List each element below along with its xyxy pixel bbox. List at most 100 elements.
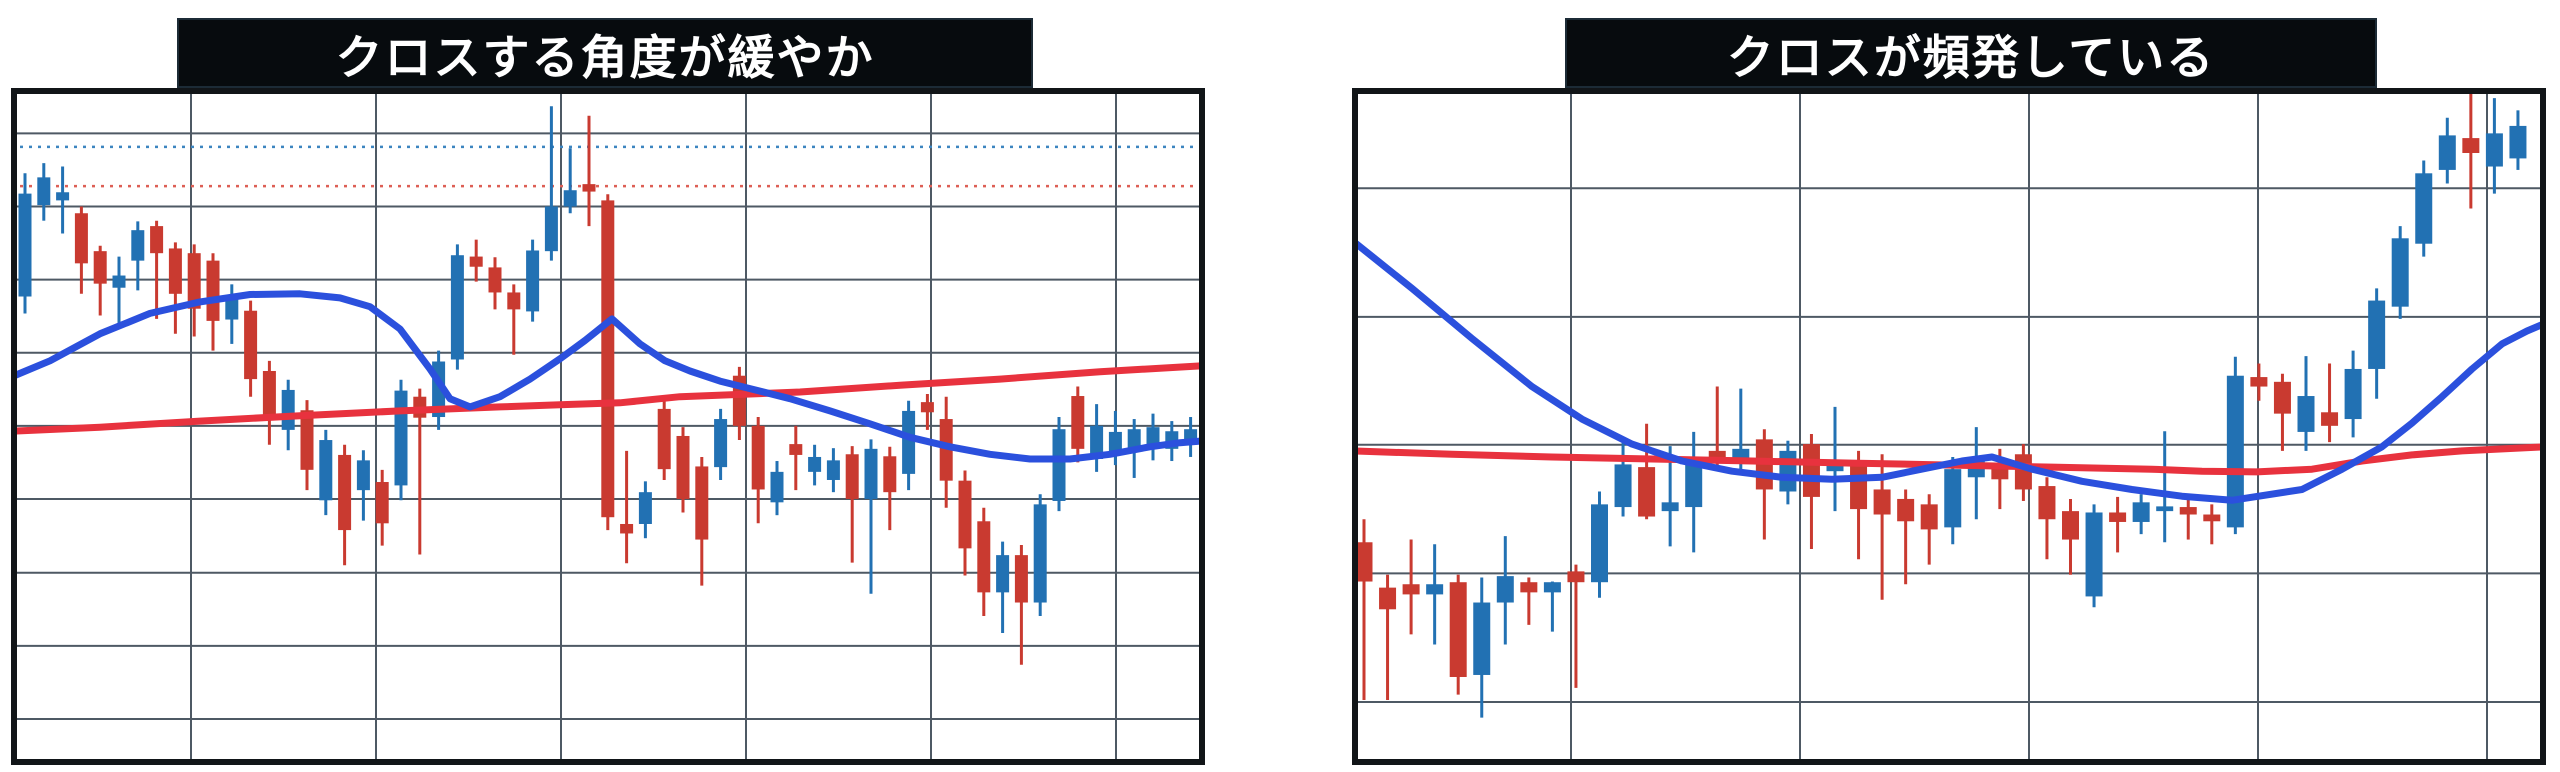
candle-body — [789, 444, 803, 455]
candle-up — [1473, 577, 1491, 718]
candle-body — [187, 253, 201, 309]
candle-up — [1052, 417, 1066, 512]
candle-down — [695, 456, 709, 586]
candle-body — [563, 190, 577, 207]
candle-up — [2415, 160, 2433, 257]
candle-body — [902, 410, 916, 474]
candle-body — [808, 456, 822, 472]
candle-down — [1567, 564, 1585, 688]
candle-up — [112, 256, 126, 330]
candle-up — [714, 408, 728, 480]
candle-down — [2203, 504, 2221, 545]
candle-down — [1897, 489, 1915, 585]
candle-up — [1146, 413, 1160, 461]
candle-up — [2368, 288, 2386, 399]
candle-body — [2321, 412, 2339, 426]
candlestick-panel-right — [1352, 88, 2546, 765]
candle-body — [638, 492, 652, 524]
candle-body — [996, 555, 1010, 593]
candle-body — [2156, 506, 2174, 512]
candle-up — [1033, 494, 1047, 617]
candle-body — [2132, 502, 2150, 522]
candle-body — [695, 466, 709, 540]
candle-body — [601, 200, 615, 518]
candle-body — [244, 310, 258, 380]
candle-body — [2062, 511, 2079, 540]
title-badge-left: クロスする角度が緩やか — [177, 18, 1033, 88]
candle-up — [1685, 431, 1703, 553]
candle-up — [1496, 536, 1514, 645]
chart-title-right: クロスが頻発している — [1726, 30, 2216, 84]
candle-up — [450, 244, 464, 370]
candle-body — [1897, 498, 1915, 522]
candle-down — [1355, 519, 1373, 701]
candlestick-chart-right — [1352, 88, 2546, 765]
candle-down — [1071, 386, 1085, 463]
candle-body — [112, 275, 126, 288]
candle-up — [1426, 544, 1444, 645]
candle-body — [2250, 377, 2268, 387]
candle-up — [131, 221, 145, 291]
candle-up — [37, 163, 51, 221]
candle-body — [864, 448, 878, 499]
candle-body — [2344, 368, 2362, 420]
candle-down — [958, 470, 972, 576]
candle-down — [1520, 577, 1538, 625]
candle-down — [262, 360, 276, 445]
candle-body — [1850, 461, 1868, 510]
candle-down — [74, 206, 88, 294]
candle-up — [1826, 406, 1844, 512]
candle-down — [2321, 363, 2339, 443]
candle-body — [2509, 125, 2527, 159]
candle-body — [1944, 469, 1962, 528]
candle-up — [2485, 98, 2503, 194]
candle-body — [958, 480, 972, 549]
candle-down — [187, 244, 201, 337]
candle-up — [1614, 439, 1632, 517]
candle-up — [1944, 456, 1962, 545]
candle-up — [638, 481, 652, 539]
candle-body — [1661, 502, 1679, 512]
candle-body — [150, 226, 164, 254]
candle-down — [244, 300, 258, 397]
candle-body — [2415, 173, 2433, 244]
candle-body — [131, 230, 145, 261]
candle-down — [150, 220, 164, 319]
candle-body — [507, 292, 521, 310]
candle-up — [2344, 350, 2362, 438]
candle-down — [1402, 539, 1420, 635]
candle-body — [770, 471, 784, 503]
candle-down — [676, 427, 690, 513]
candle-up — [356, 450, 370, 521]
candle-body — [2085, 512, 2103, 597]
candle-body — [939, 419, 953, 481]
candle-up — [2391, 226, 2409, 319]
candle-down — [488, 257, 502, 310]
candle-body — [2273, 381, 2291, 414]
candle-body — [1426, 584, 1444, 595]
candle-body — [1873, 489, 1891, 515]
candle-body — [450, 255, 464, 360]
candle-up — [2156, 431, 2174, 543]
candle-body — [2179, 507, 2197, 515]
candle-body — [300, 410, 314, 470]
candle-body — [620, 523, 634, 534]
candle-body — [1567, 571, 1585, 583]
candle-body — [2438, 135, 2456, 170]
candle-body — [1496, 576, 1514, 603]
candle-body — [676, 435, 690, 499]
candle-down — [2250, 363, 2268, 401]
candle-body — [93, 251, 107, 284]
candle-body — [714, 419, 728, 468]
candle-body — [1033, 504, 1047, 603]
candle-body — [469, 256, 483, 267]
candle-body — [1127, 429, 1141, 451]
candle-up — [526, 239, 540, 322]
candle-body — [883, 456, 897, 493]
candle-up — [1591, 491, 1608, 598]
candle-down — [883, 446, 897, 531]
candle-up — [902, 400, 916, 491]
candle-body — [751, 425, 765, 490]
candle-down — [507, 284, 521, 355]
